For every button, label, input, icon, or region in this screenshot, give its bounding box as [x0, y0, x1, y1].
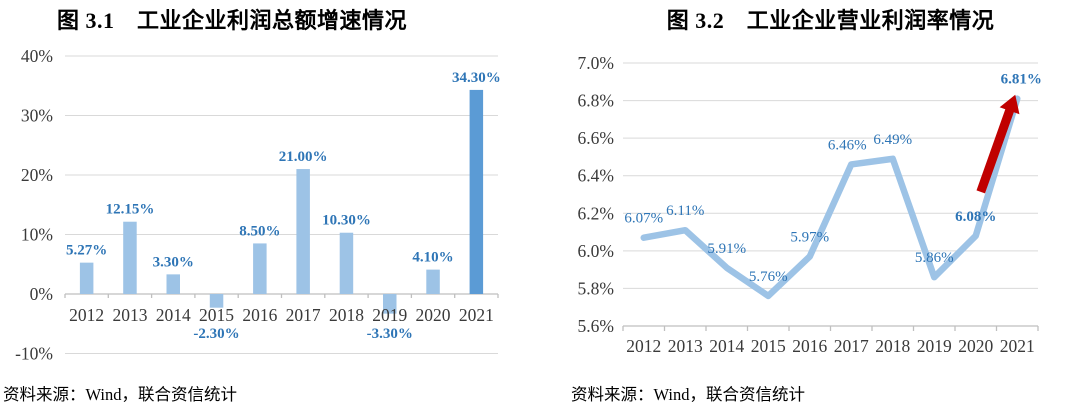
- svg-text:5.6%: 5.6%: [578, 316, 614, 336]
- svg-text:40%: 40%: [21, 46, 53, 66]
- svg-text:2020: 2020: [958, 336, 993, 356]
- svg-text:6.08%: 6.08%: [955, 209, 996, 225]
- svg-text:5.8%: 5.8%: [578, 278, 614, 298]
- svg-text:6.81%: 6.81%: [1001, 72, 1042, 88]
- svg-text:6.0%: 6.0%: [578, 241, 614, 261]
- bar-2017: [296, 169, 310, 294]
- figure-3-2-source: 资料来源：Wind，联合资信统计: [571, 385, 805, 404]
- svg-text:2016: 2016: [792, 336, 827, 356]
- bar-2019: [383, 294, 397, 314]
- svg-text:12.15%: 12.15%: [106, 202, 155, 218]
- svg-text:2012: 2012: [626, 336, 661, 356]
- svg-text:2014: 2014: [156, 305, 191, 325]
- bar-2015: [209, 294, 224, 308]
- svg-text:-10%: -10%: [15, 344, 53, 364]
- svg-text:6.46%: 6.46%: [828, 137, 867, 153]
- x-axis-labels: 2012 2013 2014 2015 2016 2017 2018 2019 2020 2021: [626, 336, 1035, 356]
- svg-text:2014: 2014: [709, 336, 744, 356]
- svg-text:-2.30%: -2.30%: [193, 326, 239, 342]
- svg-text:2019: 2019: [372, 305, 407, 325]
- svg-text:0%: 0%: [30, 284, 53, 304]
- svg-text:5.91%: 5.91%: [707, 241, 746, 257]
- svg-text:2015: 2015: [199, 305, 234, 325]
- svg-text:2017: 2017: [834, 336, 869, 356]
- svg-text:6.49%: 6.49%: [873, 132, 912, 148]
- x-axis-ticks: [622, 326, 1039, 332]
- bar-2016: [253, 243, 267, 294]
- figure-3-2-line-chart: 7.0% 6.8% 6.6% 6.4% 6.2% 6.0% 5.8% 5.6% 2012 2013…: [578, 53, 1042, 356]
- svg-text:2015: 2015: [751, 336, 786, 356]
- figure-3-1-source: 资料来源：Wind，联合资信统计: [3, 385, 237, 404]
- figure-3-2-panel: 图 3.2 工业企业营业利润率情况 7.0% 6.8% 6.6% 6.4% 6.2% 6.…: [540, 0, 1080, 416]
- svg-text:2013: 2013: [668, 336, 703, 356]
- bar-2013: [123, 221, 137, 294]
- svg-text:-3.30%: -3.30%: [367, 326, 413, 342]
- bar-2018: [339, 232, 354, 294]
- figure-3-2-title: 图 3.2 工业企业营业利润率情况: [666, 8, 995, 33]
- svg-text:20%: 20%: [21, 165, 53, 185]
- svg-text:5.76%: 5.76%: [749, 269, 788, 285]
- bar-2012: [79, 262, 94, 294]
- svg-text:6.07%: 6.07%: [624, 211, 663, 227]
- svg-text:5.97%: 5.97%: [790, 229, 829, 245]
- svg-text:10.30%: 10.30%: [322, 213, 371, 229]
- svg-text:30%: 30%: [21, 106, 53, 126]
- svg-text:2020: 2020: [416, 305, 451, 325]
- trend-arrow-annotation: [976, 94, 1020, 194]
- svg-text:34.30%: 34.30%: [452, 70, 501, 86]
- figure-3-1-bar-chart: 40%30%20%10%0%-10%2012 2013 2014 2015 2016 20…: [15, 46, 501, 364]
- svg-text:2013: 2013: [112, 305, 147, 325]
- svg-text:2021: 2021: [459, 305, 494, 325]
- svg-text:6.4%: 6.4%: [578, 166, 614, 186]
- bars: [79, 89, 484, 314]
- svg-text:10%: 10%: [21, 225, 53, 245]
- gridlines: [623, 62, 1038, 327]
- svg-text:5.27%: 5.27%: [66, 243, 107, 259]
- svg-text:2019: 2019: [917, 336, 952, 356]
- svg-text:21.00%: 21.00%: [279, 149, 328, 165]
- svg-text:6.11%: 6.11%: [666, 203, 704, 219]
- y-axis-labels: 7.0% 6.8% 6.6% 6.4% 6.2% 6.0% 5.8% 5.6%: [578, 53, 614, 336]
- bar-2021: [469, 89, 484, 294]
- svg-text:4.10%: 4.10%: [412, 250, 453, 266]
- value-labels: 6.07% 6.11% 5.91%5.76% 5.97% 6.46% 6.49% 5.86%…: [624, 72, 1042, 285]
- svg-text:2018: 2018: [875, 336, 910, 356]
- svg-text:3.30%: 3.30%: [153, 254, 194, 270]
- svg-text:2021: 2021: [1000, 336, 1035, 356]
- x-axis-labels: 2012 2013 2014 2015 2016 2017 2018 2019 2020 2021: [69, 305, 494, 325]
- y-axis-labels: 40% 30% 20% 10% 0% -10%: [15, 46, 53, 364]
- svg-text:2018: 2018: [329, 305, 364, 325]
- svg-text:2017: 2017: [286, 305, 321, 325]
- svg-text:2012: 2012: [69, 305, 104, 325]
- figure-3-1-title: 图 3.1 工业企业利润总额增速情况: [56, 8, 407, 33]
- x-axis-ticks: [64, 294, 499, 298]
- bar-2014: [166, 274, 180, 294]
- svg-text:6.8%: 6.8%: [578, 91, 614, 111]
- svg-text:6.6%: 6.6%: [578, 128, 614, 148]
- svg-text:7.0%: 7.0%: [578, 53, 614, 73]
- svg-text:2016: 2016: [242, 305, 277, 325]
- svg-text:8.50%: 8.50%: [239, 223, 280, 239]
- svg-text:5.86%: 5.86%: [915, 250, 954, 266]
- trend-line: [640, 95, 1021, 300]
- svg-text:6.2%: 6.2%: [578, 203, 614, 223]
- value-labels: 5.27% 12.15% 3.30% -2.30% 8.50% 21.00% 10.30% -…: [66, 70, 501, 342]
- bar-2020: [426, 269, 440, 294]
- figure-3-1-panel: 图 3.1 工业企业利润总额增速情况 40% 30% 20% 10% 0% -10% 201…: [3, 8, 501, 404]
